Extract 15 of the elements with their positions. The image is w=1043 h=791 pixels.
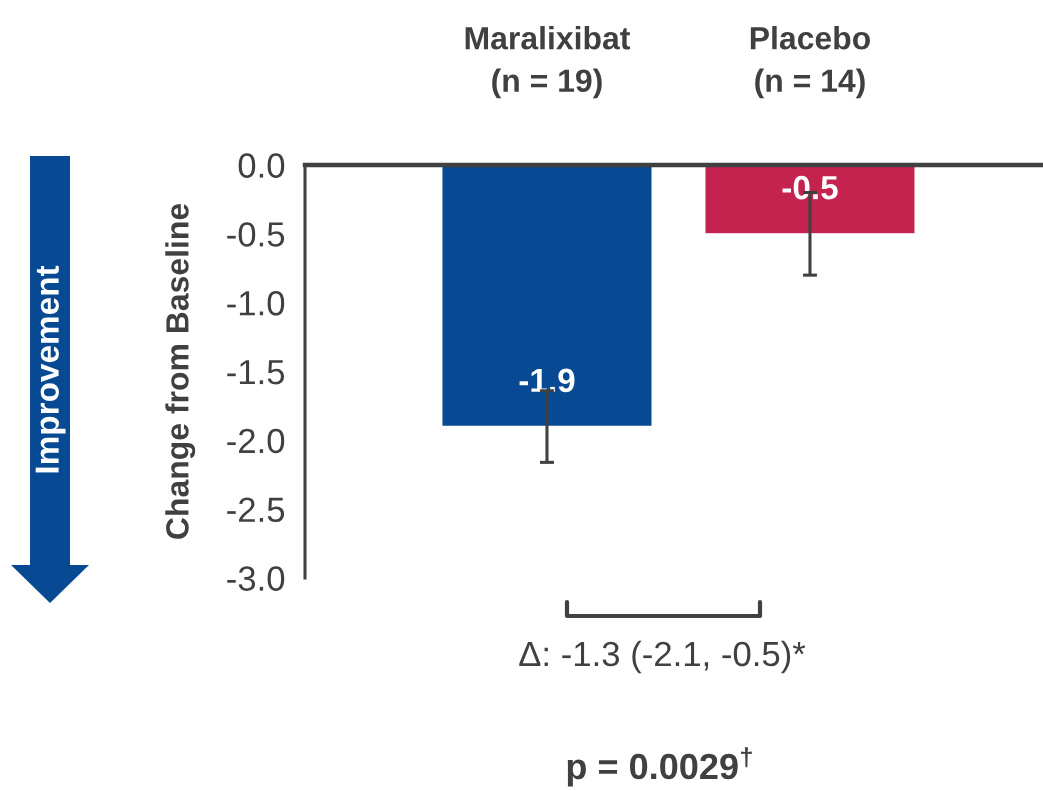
y-tick-label: -2.0 xyxy=(227,428,285,454)
y-tick-label: -1.0 xyxy=(227,291,285,316)
y-tick-label: 0.0 xyxy=(238,153,285,178)
text: p = 0.0029$^{†}$ xyxy=(567,747,752,787)
y-tick-label: -0.5 xyxy=(227,222,285,247)
y-tick-label: -3.0 xyxy=(227,566,285,591)
text: Improvement xyxy=(35,265,66,473)
x-tick-label: Placebo (n = 14) xyxy=(750,26,870,99)
x-tick-label: Maralixibat (n = 19) xyxy=(465,26,631,99)
text: Δ: -1.3 (-2.1, -0.5)* xyxy=(519,640,806,674)
y-tick-label: -2.5 xyxy=(227,497,285,523)
y-tick-label: -1.5 xyxy=(227,360,285,385)
data-label: -0.5 xyxy=(782,175,838,200)
y-axis-title: Change from Baseline xyxy=(165,203,196,539)
data-label: -1.9 xyxy=(519,368,575,393)
